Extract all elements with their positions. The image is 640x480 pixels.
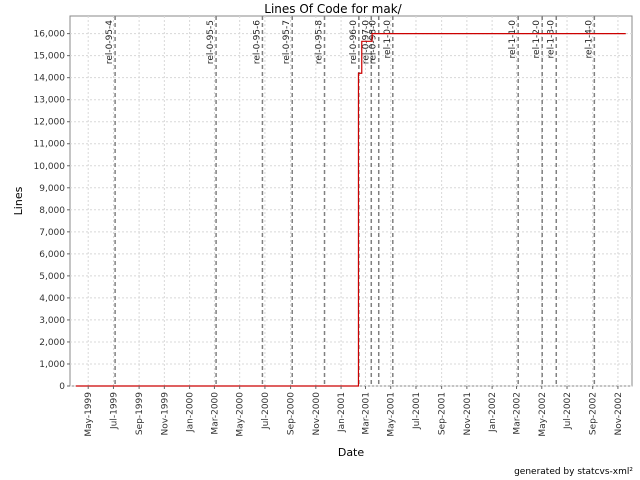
y-tick-label: 6,000 bbox=[39, 250, 65, 260]
x-tick-label: Jul-2000 bbox=[261, 392, 271, 430]
series-layer bbox=[75, 33, 626, 387]
x-tick-label: May-2001 bbox=[387, 392, 397, 437]
y-tick-label: 12,000 bbox=[34, 118, 66, 128]
x-tick-label: Jul-2002 bbox=[563, 392, 573, 430]
y-tick-label: 14,000 bbox=[34, 74, 66, 84]
x-tick-label: Mar-2001 bbox=[361, 392, 371, 435]
release-marker-label: rel-0-96-0 bbox=[349, 20, 359, 64]
y-tick-label: 2,000 bbox=[39, 338, 65, 348]
x-tick-label: Sep-2002 bbox=[589, 392, 599, 435]
x-tick-label: Mar-2000 bbox=[210, 392, 220, 435]
chart-title: Lines Of Code for mak/ bbox=[264, 2, 402, 16]
x-tick-label: May-1999 bbox=[84, 392, 94, 437]
y-tick-label: 8,000 bbox=[39, 206, 65, 216]
plot-area bbox=[69, 15, 633, 387]
release-marker-label: rel-1-3-0 bbox=[546, 20, 556, 59]
y-tick-label: 16,000 bbox=[34, 30, 66, 40]
y-tick-label: 3,000 bbox=[39, 316, 65, 326]
y-tick-label: 11,000 bbox=[34, 140, 66, 150]
y-axis-ticks: 0 1,000 2,000 3,000 4,000 5,000 6,000 7,000 8,00… bbox=[34, 30, 70, 392]
y-tick-label: 4,000 bbox=[39, 294, 65, 304]
x-tick-label: Sep-2000 bbox=[287, 392, 297, 435]
release-marker-label: rel-0-95-6 bbox=[252, 20, 262, 64]
release-marker-label: rel-0-98-0 bbox=[369, 20, 379, 64]
release-marker-label: rel-0-95-5 bbox=[206, 20, 216, 64]
y-axis-label: Lines bbox=[12, 186, 25, 215]
y-tick-label: 9,000 bbox=[39, 184, 65, 194]
y-tick-label: 15,000 bbox=[34, 52, 66, 62]
x-tick-label: May-2002 bbox=[538, 392, 548, 437]
x-axis-label: Date bbox=[338, 446, 365, 459]
y-tick-label: 13,000 bbox=[34, 96, 66, 106]
y-tick-label: 5,000 bbox=[39, 272, 65, 282]
release-marker-label: rel-0-95-8 bbox=[315, 20, 325, 64]
x-tick-label: Jan-2000 bbox=[186, 392, 196, 433]
y-tick-label: 1,000 bbox=[39, 360, 65, 370]
x-tick-label: Nov-1999 bbox=[160, 392, 170, 436]
release-marker-label: rel-0-95-4 bbox=[105, 20, 115, 64]
x-tick-label: Mar-2002 bbox=[513, 392, 523, 435]
x-tick-label: Sep-1999 bbox=[135, 392, 145, 435]
x-tick-label: Jan-2002 bbox=[488, 392, 498, 433]
y-tick-label: 10,000 bbox=[34, 162, 66, 172]
x-tick-label: Jan-2001 bbox=[337, 392, 347, 433]
x-tick-label: Jul-1999 bbox=[109, 392, 119, 430]
x-tick-label: Nov-2002 bbox=[614, 392, 624, 435]
release-marker-label: rel-1-0-0 bbox=[383, 20, 393, 59]
x-tick-label: Sep-2001 bbox=[438, 392, 448, 435]
x-tick-label: Jul-2001 bbox=[412, 392, 422, 430]
release-marker-label: rel-0-97-0 bbox=[361, 20, 371, 64]
x-tick-label: May-2000 bbox=[236, 392, 246, 437]
x-tick-label: Nov-2000 bbox=[312, 392, 322, 436]
footer-credit: generated by statcvs-xml² bbox=[514, 467, 633, 477]
y-tick-label: 0 bbox=[59, 382, 65, 392]
release-marker-label: rel-1-1-0 bbox=[508, 20, 518, 59]
x-tick-label: Nov-2001 bbox=[463, 392, 473, 435]
release-marker-label: rel-0-95-7 bbox=[282, 20, 292, 64]
release-marker-label: rel-1-2-0 bbox=[532, 20, 542, 59]
release-marker-label: rel-1-4-0 bbox=[584, 20, 594, 59]
y-tick-label: 7,000 bbox=[39, 228, 65, 238]
x-axis-ticks: May-1999 Jul-1999 Sep-1999 Nov-1999 Jan-2000… bbox=[84, 386, 624, 437]
series-line bbox=[75, 33, 626, 387]
